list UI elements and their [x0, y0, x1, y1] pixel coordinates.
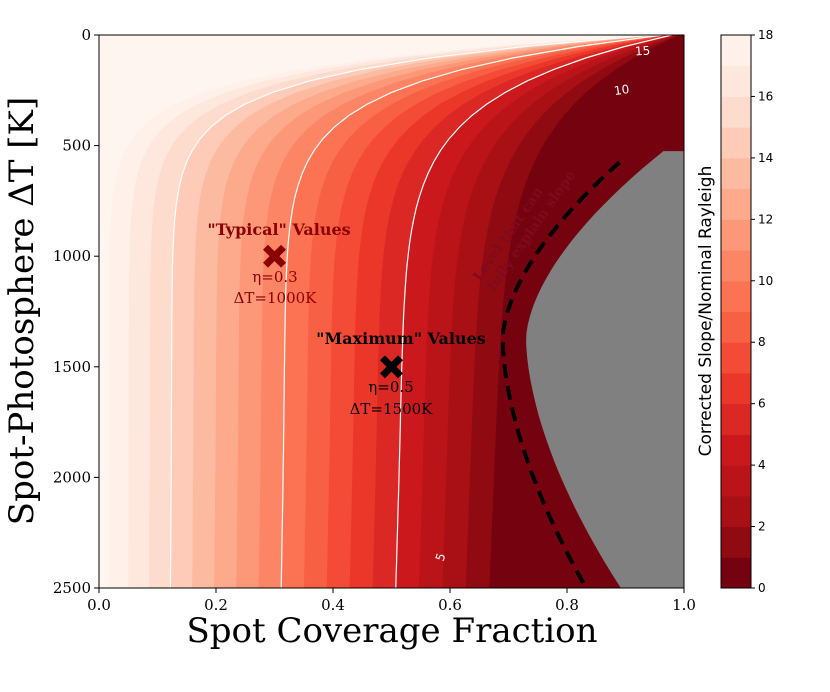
colorbar-segment: [721, 434, 751, 466]
colorbar-tick-label: 2: [758, 520, 766, 534]
colorbar-tick-label: 4: [758, 458, 766, 472]
threshold-dashed-curve: [500, 160, 621, 588]
colorbar-tick-label: 10: [758, 274, 773, 288]
colorbar-segment: [721, 219, 751, 251]
contour-label-5: 5: [433, 551, 449, 563]
colorbar-segment: [721, 311, 751, 343]
colorbar: 0 2 4 6 8 10 12 14 16 18 Corrected Slope/Nominal …: [696, 28, 773, 595]
x-axis-label: Spot Coverage Fraction: [186, 611, 597, 651]
x-tick-label: 0.6: [438, 596, 462, 614]
colorbar-segment: [721, 96, 751, 128]
colorbar-segment: [721, 495, 751, 528]
y-tick-label: 2500: [53, 579, 91, 597]
maximum-dt: ΔT=1500K: [350, 400, 434, 418]
colorbar-segment: [721, 250, 751, 282]
filled-contour-bands: [108, 35, 684, 588]
contour-line-15: [169, 35, 654, 588]
contour-line-5: [395, 35, 672, 588]
y-tick-label: 500: [62, 137, 91, 155]
markers: [263, 244, 403, 379]
x-tick-label: 0.8: [555, 596, 579, 614]
y-tick-label: 2000: [53, 468, 91, 486]
colorbar-segment: [721, 280, 751, 312]
colorbar-segment: [721, 557, 751, 589]
x-tick-label: 0.4: [321, 596, 345, 614]
marker-typical: [263, 244, 286, 268]
colorbar-segment: [721, 342, 751, 374]
y-tick-label: 0: [81, 26, 91, 44]
colorbar-tick-label: 6: [758, 397, 766, 411]
colorbar-tick-label: 0: [758, 581, 766, 595]
x-tick-label: 1.0: [672, 596, 696, 614]
colorbar-segment: [721, 35, 751, 67]
contour-label-10: 10: [613, 82, 630, 98]
y-tick-label: 1000: [53, 247, 91, 265]
typical-eta: η=0.3: [252, 268, 297, 286]
colorbar-segment: [721, 403, 751, 435]
contour-label-15: 15: [635, 44, 651, 59]
plot-area: [98, 34, 685, 589]
colorbar-segment: [721, 526, 751, 558]
x-axis: 0.0 0.2 0.4 0.6 0.8 1.0 Spot Coverage Fractio…: [87, 588, 696, 651]
masked-region: [526, 151, 684, 588]
colorbar-tick-label: 8: [758, 335, 766, 349]
y-tick-label: 1500: [53, 358, 91, 376]
colorbar-segment: [721, 188, 751, 220]
marker-maximum: [380, 355, 403, 379]
colorbar-segment: [721, 465, 751, 497]
colorbar-tick-label: 16: [758, 89, 773, 103]
contour-lines: [169, 35, 672, 588]
colorbar-segment: [721, 372, 751, 405]
plot-frame: [98, 34, 685, 589]
colorbar-segment: [721, 127, 751, 159]
colorbar-label: Corrected Slope/Nominal Rayleigh: [696, 166, 716, 457]
y-axis-label: Spot-Photosphere ΔT [K]: [2, 97, 42, 525]
x-tick-label: 0.0: [87, 596, 111, 614]
typical-dt: ΔT=1000K: [234, 289, 318, 307]
colorbar-frame: [720, 34, 752, 589]
colorbar-tick-label: 12: [758, 212, 773, 226]
colorbar-tick-label: 18: [758, 28, 773, 42]
maximum-eta: η=0.5: [368, 378, 413, 396]
colorbar-segment: [721, 157, 751, 190]
contour-line-10: [280, 35, 663, 588]
maximum-title: "Maximum" Values: [316, 329, 486, 348]
y-axis: 0 500 1000 1500 2000 2500 Spot-Photosphere ΔT…: [2, 26, 99, 597]
colorbar-segment: [721, 65, 751, 97]
x-tick-label: 0.2: [204, 596, 228, 614]
colorbar-tick-label: 14: [758, 151, 773, 165]
typical-title: "Typical" Values: [207, 220, 350, 239]
